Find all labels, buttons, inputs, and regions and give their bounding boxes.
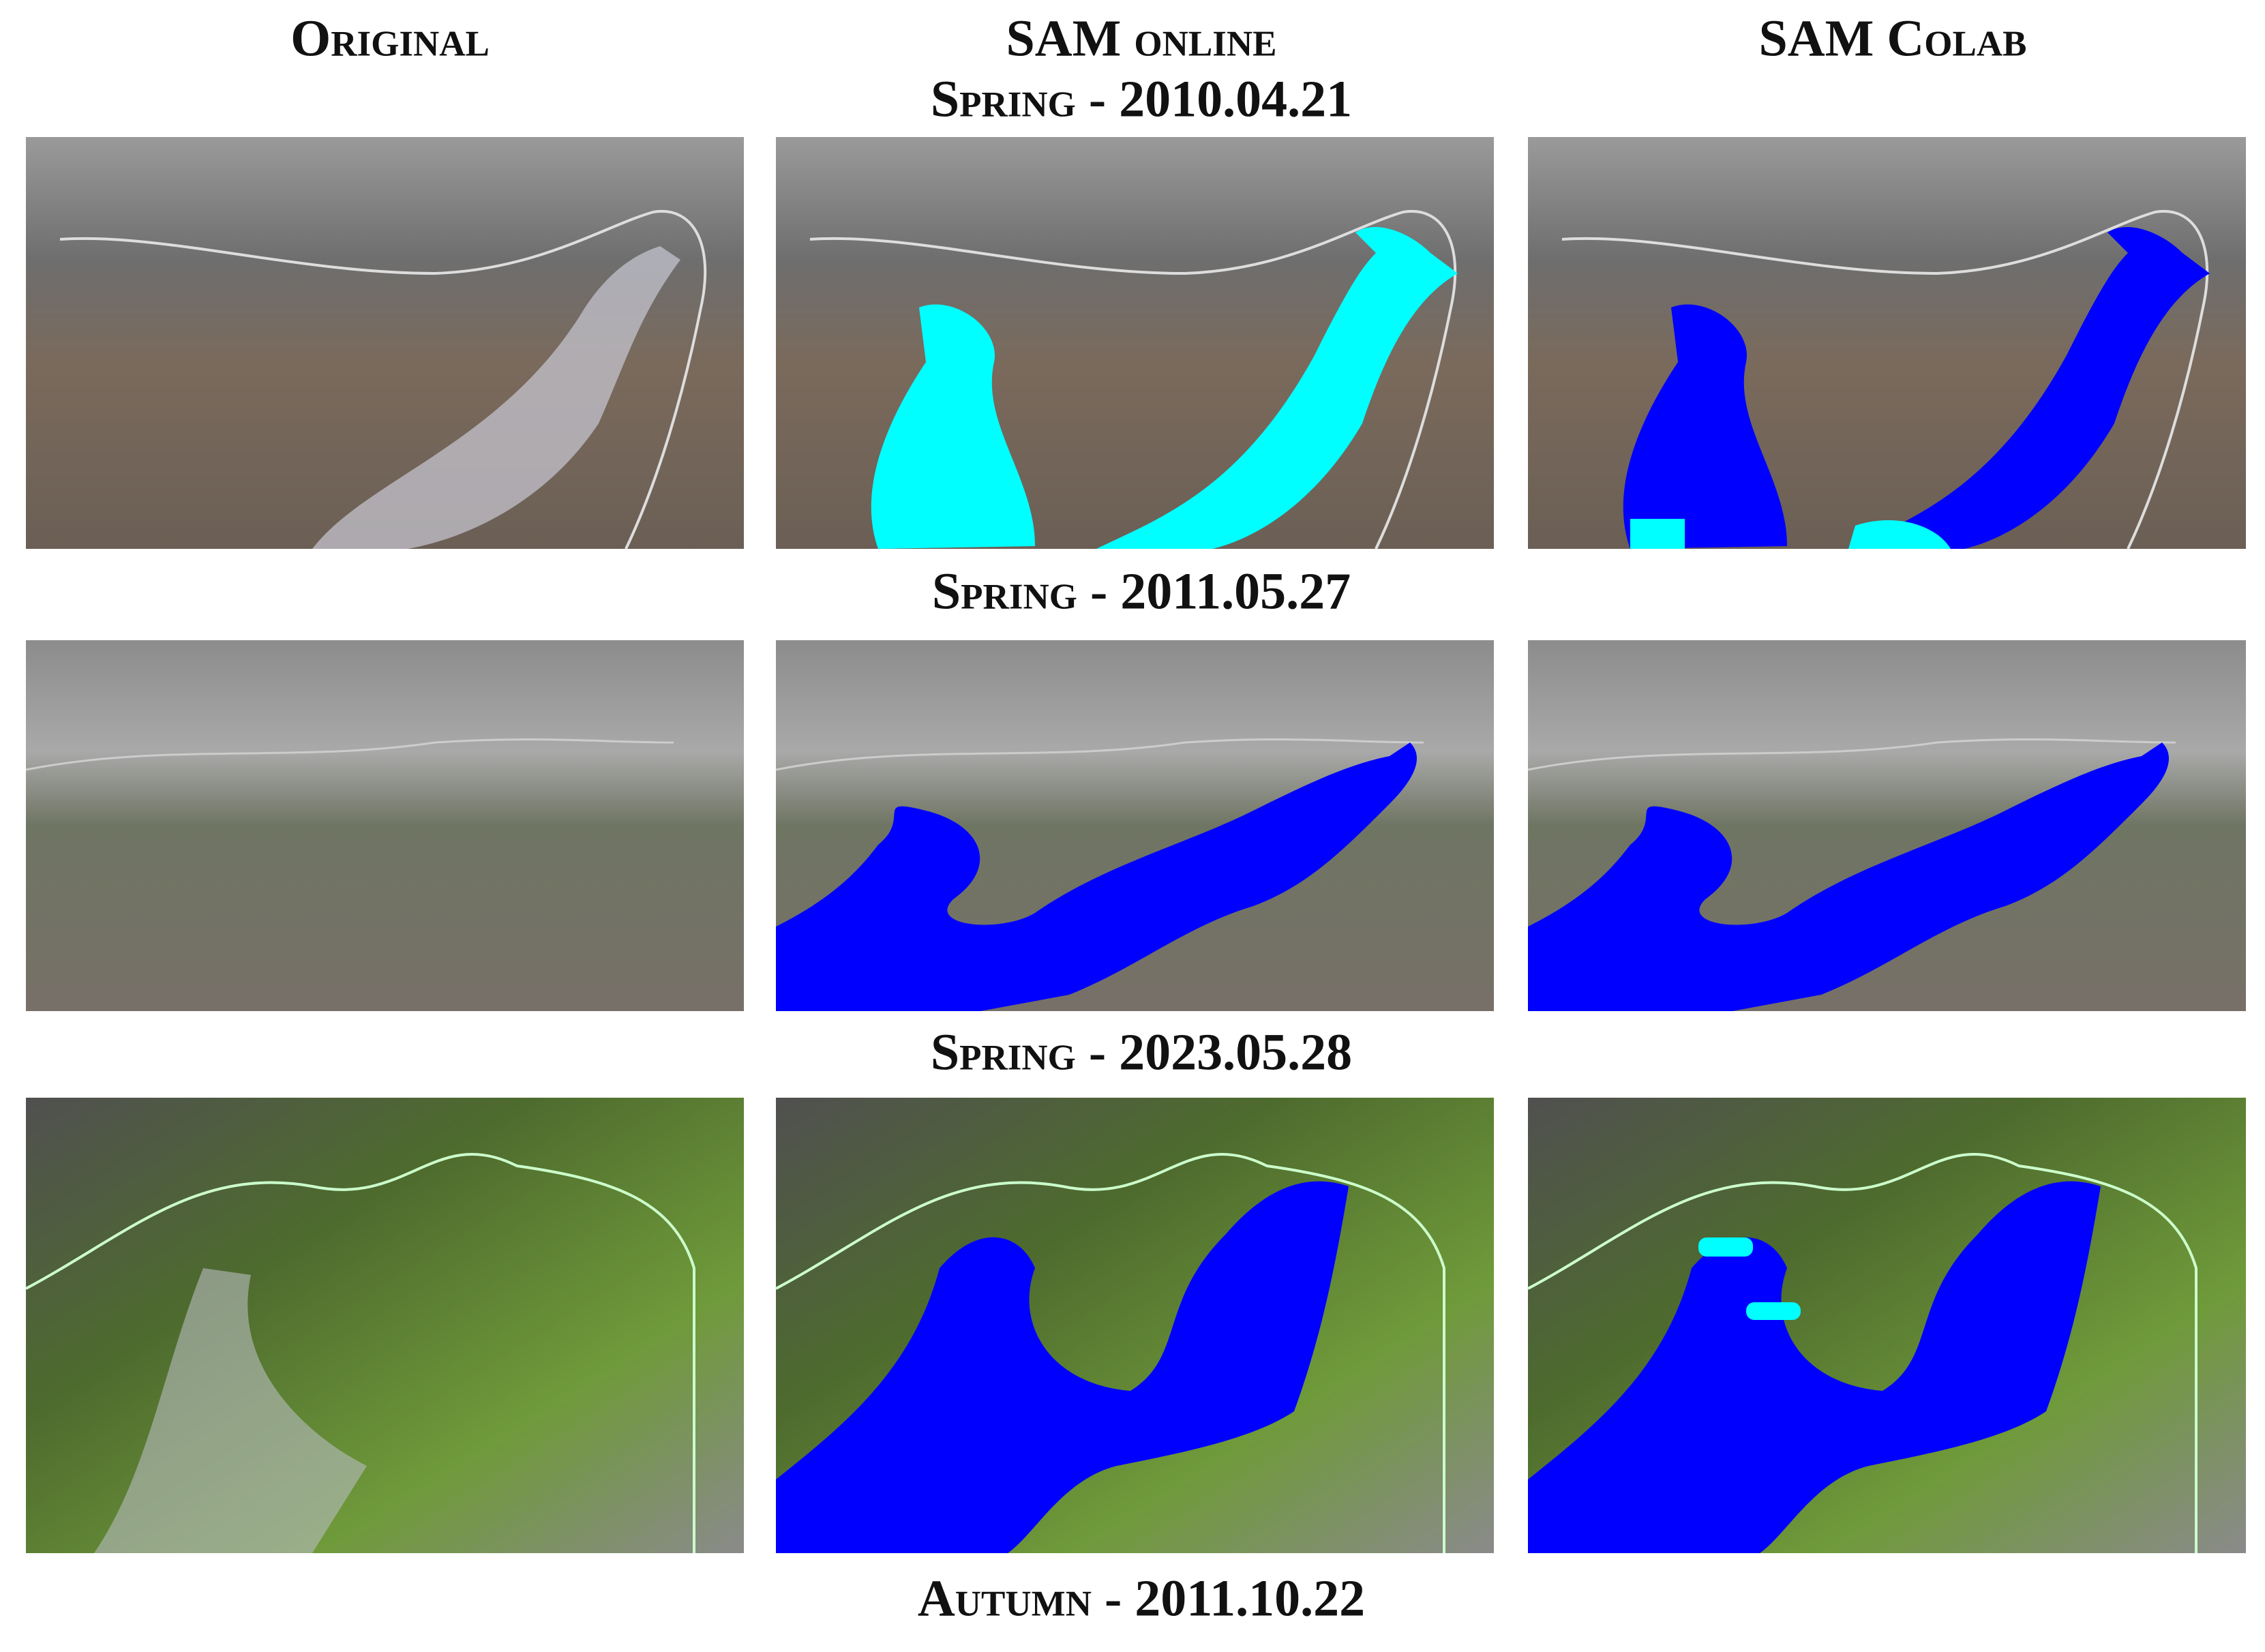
- image-panel: [1527, 639, 2247, 1012]
- image-panel: [1527, 136, 2247, 550]
- image-panel: [775, 136, 1495, 550]
- section-label: Spring - 2023.05.28: [931, 1023, 1352, 1081]
- section-label: Spring - 2010.04.21: [931, 70, 1352, 127]
- column-header: SAM Colab: [1759, 10, 2027, 67]
- image-panel: [1527, 1096, 2247, 1555]
- image-panel: [25, 1096, 745, 1555]
- section-label: Spring - 2011.05.27: [932, 562, 1351, 620]
- section-label: Autumn - 2011.10.22: [918, 1570, 1365, 1627]
- column-header: SAM online: [1006, 10, 1277, 67]
- image-panel: [25, 136, 745, 550]
- image-panel: [25, 639, 745, 1012]
- image-panel: [775, 1096, 1495, 1555]
- column-header: Original: [290, 10, 490, 67]
- image-panel: [775, 639, 1495, 1012]
